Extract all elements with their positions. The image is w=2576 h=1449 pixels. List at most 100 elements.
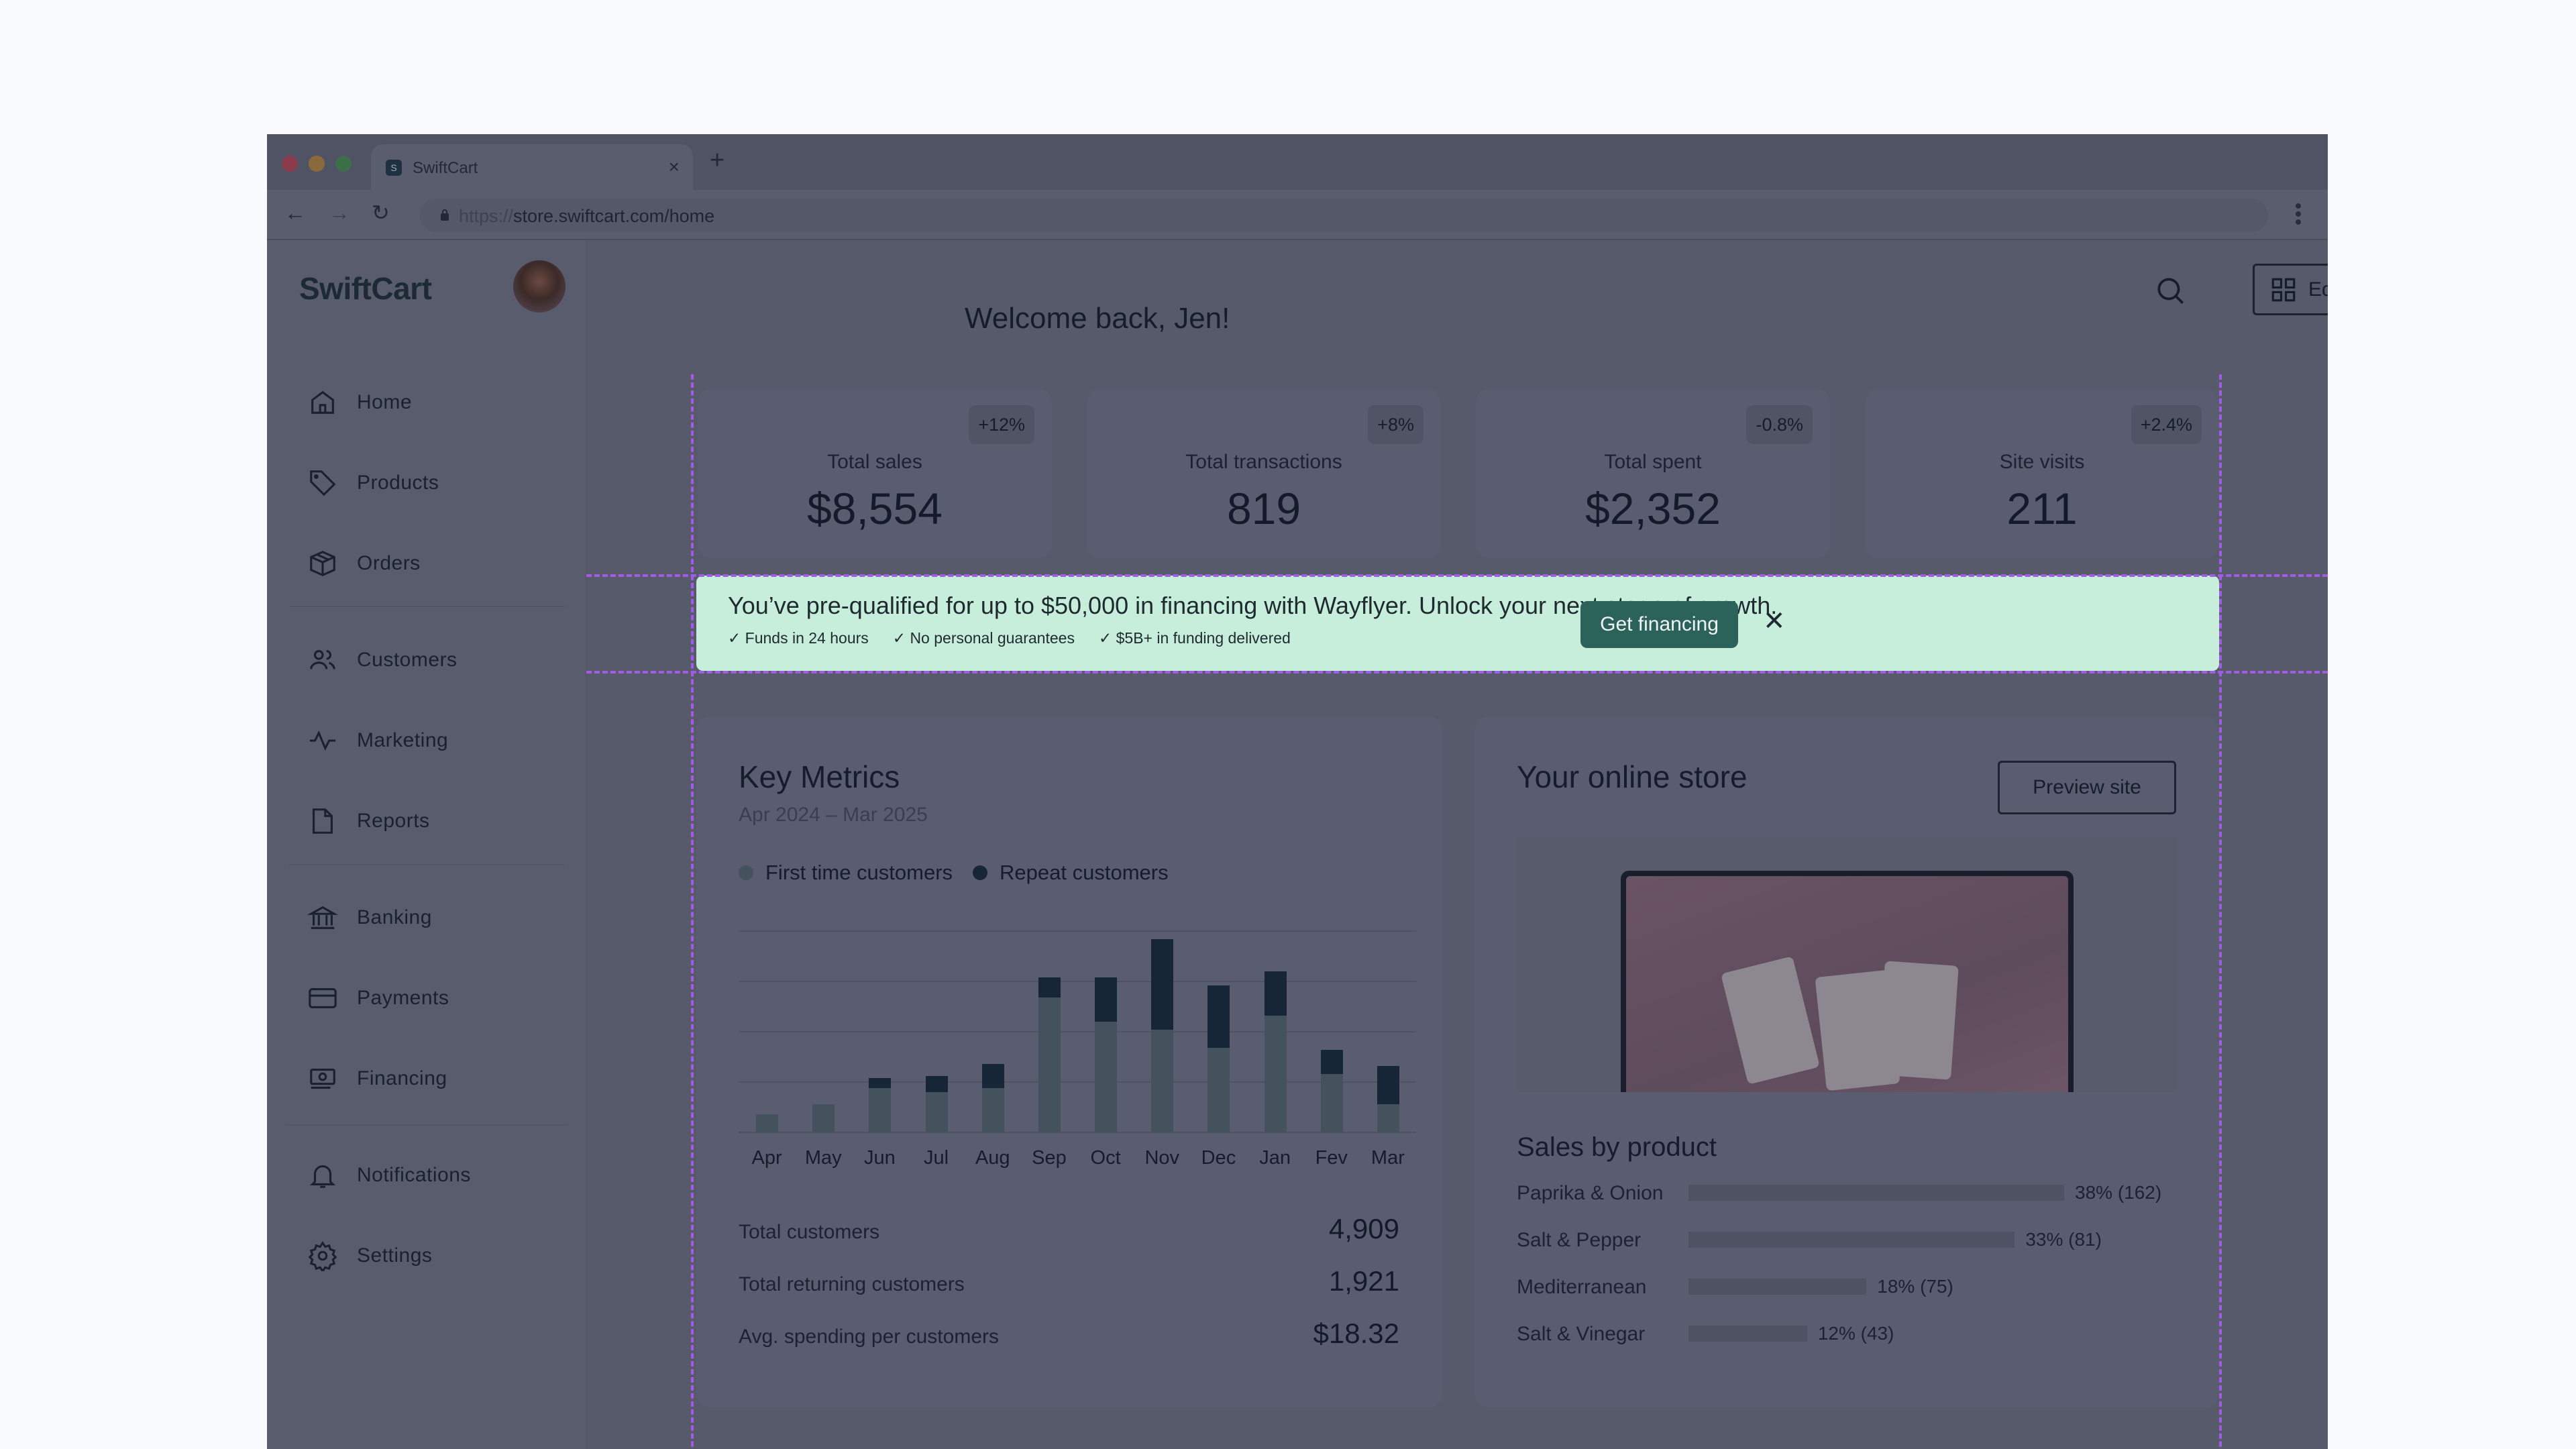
sidebar-item-banking[interactable]: Banking bbox=[307, 898, 432, 938]
gear-icon bbox=[308, 1241, 337, 1271]
chart-bar[interactable] bbox=[1095, 977, 1118, 1132]
tab-title: SwiftCart bbox=[413, 159, 478, 177]
gridline bbox=[739, 1132, 1416, 1133]
forward-arrow-icon[interactable]: → bbox=[329, 201, 350, 225]
key-metrics-card: Key Metrics Apr 2024 – Mar 2025 First ti… bbox=[696, 716, 1442, 1407]
change-badge: +12% bbox=[969, 405, 1034, 444]
chart-bar[interactable] bbox=[925, 1076, 948, 1132]
sidebar-item-notifications[interactable]: Notifications bbox=[307, 1155, 471, 1195]
chart-bar[interactable] bbox=[1208, 985, 1230, 1132]
stat-card-total-transactions[interactable]: +8% Total transactions 819 bbox=[1087, 389, 1441, 558]
sidebar-item-marketing[interactable]: Marketing bbox=[307, 720, 448, 761]
financing-banner: You’ve pre-qualified for up to $50,000 i… bbox=[696, 576, 2219, 671]
product-name: Mediterranean bbox=[1517, 1276, 1647, 1298]
metric-label: Avg. spending per customers bbox=[739, 1326, 999, 1348]
sidebar-item-settings[interactable]: Settings bbox=[307, 1236, 432, 1276]
x-axis-label: Fev bbox=[1315, 1147, 1348, 1169]
product-value: 38% (162) bbox=[2075, 1182, 2162, 1203]
check-item: ✓ No personal guarantees bbox=[892, 629, 1075, 647]
product-name: Salt & Pepper bbox=[1517, 1229, 1642, 1251]
product-value: 18% (75) bbox=[1877, 1276, 1953, 1297]
tab-bar: S SwiftCart × + bbox=[267, 134, 2328, 191]
gridline bbox=[739, 981, 1416, 982]
chart-bar[interactable] bbox=[1377, 1066, 1399, 1132]
new-tab-icon[interactable]: + bbox=[710, 146, 725, 174]
product-value: 12% (43) bbox=[1817, 1323, 1894, 1344]
chart-bar[interactable] bbox=[1151, 939, 1174, 1132]
gridline bbox=[739, 1081, 1416, 1083]
avatar[interactable] bbox=[513, 260, 566, 313]
product-bar bbox=[1688, 1326, 1807, 1342]
guide-line bbox=[691, 374, 694, 1449]
stat-value: $8,554 bbox=[807, 484, 943, 533]
product-photo bbox=[1626, 876, 2068, 1092]
bank-icon bbox=[307, 906, 338, 929]
sidebar-item-home[interactable]: Home bbox=[307, 382, 412, 423]
chart-bar[interactable] bbox=[756, 1114, 779, 1132]
guide-line bbox=[586, 671, 2328, 674]
tag-icon bbox=[310, 470, 336, 496]
preview-site-button[interactable]: Preview site bbox=[1998, 761, 2176, 814]
browser-menu-icon[interactable] bbox=[2296, 203, 2301, 227]
sidebar-item-customers[interactable]: Customers bbox=[307, 640, 458, 680]
chart-bar[interactable] bbox=[981, 1064, 1004, 1132]
maximize-window-button[interactable] bbox=[335, 156, 352, 172]
x-axis-label: Oct bbox=[1090, 1147, 1121, 1169]
url-text: https://store.swiftcart.com/home bbox=[459, 206, 715, 226]
credit-card-icon bbox=[309, 988, 337, 1008]
chart-bar[interactable] bbox=[869, 1078, 892, 1132]
change-badge: +8% bbox=[1368, 405, 1424, 444]
x-axis-label: Jul bbox=[924, 1147, 949, 1169]
legend-dot-first bbox=[739, 865, 753, 880]
tab-close-icon[interactable]: × bbox=[668, 156, 680, 177]
favicon-icon: S bbox=[386, 160, 402, 176]
laptop-frame bbox=[1621, 871, 2074, 1092]
chip-bag bbox=[1877, 961, 1959, 1080]
browser-tab[interactable]: S SwiftCart × bbox=[371, 144, 693, 191]
sidebar-item-label: Products bbox=[357, 472, 439, 494]
x-axis-label: Aug bbox=[975, 1147, 1010, 1169]
guide-line bbox=[2219, 374, 2222, 1449]
sidebar: SwiftCart Home Products Orders Customers… bbox=[267, 240, 587, 1449]
back-arrow-icon[interactable]: ← bbox=[284, 201, 306, 225]
sidebar-item-products[interactable]: Products bbox=[307, 463, 439, 503]
search-icon[interactable] bbox=[2153, 274, 2187, 307]
guide-line bbox=[586, 574, 2328, 577]
address-bar-row: ← → ↻ https://store.swiftcart.com/home bbox=[267, 190, 2328, 240]
grid-icon bbox=[2271, 278, 2296, 301]
change-badge: +2.4% bbox=[2131, 405, 2202, 444]
minimize-window-button[interactable] bbox=[309, 156, 325, 172]
sidebar-item-financing[interactable]: Financing bbox=[307, 1059, 447, 1099]
get-financing-button[interactable]: Get financing bbox=[1580, 601, 1738, 648]
x-axis-label: Apr bbox=[751, 1147, 782, 1169]
close-icon[interactable]: ✕ bbox=[1763, 606, 1786, 636]
reload-icon[interactable]: ↻ bbox=[372, 201, 390, 225]
stat-card-total-sales[interactable]: +12% Total sales $8,554 bbox=[698, 389, 1052, 558]
sidebar-item-reports[interactable]: Reports bbox=[307, 801, 430, 841]
store-preview-image[interactable] bbox=[1517, 837, 2178, 1092]
sidebar-item-label: Reports bbox=[357, 810, 430, 832]
edit-dashboard-button[interactable]: Edit dashboard bbox=[2253, 264, 2328, 315]
chart-bar[interactable] bbox=[1264, 971, 1287, 1132]
lock-icon bbox=[441, 209, 449, 221]
product-bar bbox=[1688, 1232, 2015, 1248]
x-axis-label: Sep bbox=[1032, 1147, 1067, 1169]
chart-bar[interactable] bbox=[812, 1104, 835, 1132]
url-input[interactable]: https://store.swiftcart.com/home bbox=[420, 199, 2268, 232]
product-name: Salt & Vinegar bbox=[1517, 1323, 1646, 1345]
chart-bar[interactable] bbox=[1038, 977, 1061, 1132]
close-window-button[interactable] bbox=[282, 156, 298, 172]
sidebar-item-orders[interactable]: Orders bbox=[307, 543, 421, 584]
chart-bar[interactable] bbox=[1320, 1050, 1343, 1132]
banner-checklist: ✓ Funds in 24 hours ✓ No personal guaran… bbox=[728, 629, 1315, 647]
chart-legend: First time customers Repeat customers bbox=[739, 861, 1169, 885]
sidebar-item-payments[interactable]: Payments bbox=[307, 978, 449, 1018]
app-logo[interactable]: SwiftCart bbox=[299, 271, 432, 306]
sidebar-item-label: Marketing bbox=[357, 729, 449, 751]
stat-card-site-visits[interactable]: +2.4% Site visits 211 bbox=[1865, 389, 2219, 558]
stacked-bar-chart bbox=[739, 911, 1416, 1133]
check-item: ✓ Funds in 24 hours bbox=[728, 629, 869, 647]
stat-card-total-spent[interactable]: -0.8% Total spent $2,352 bbox=[1476, 389, 1830, 558]
metric-row: Total customers 4,909 bbox=[739, 1213, 1399, 1245]
stat-value: $2,352 bbox=[1585, 484, 1721, 533]
